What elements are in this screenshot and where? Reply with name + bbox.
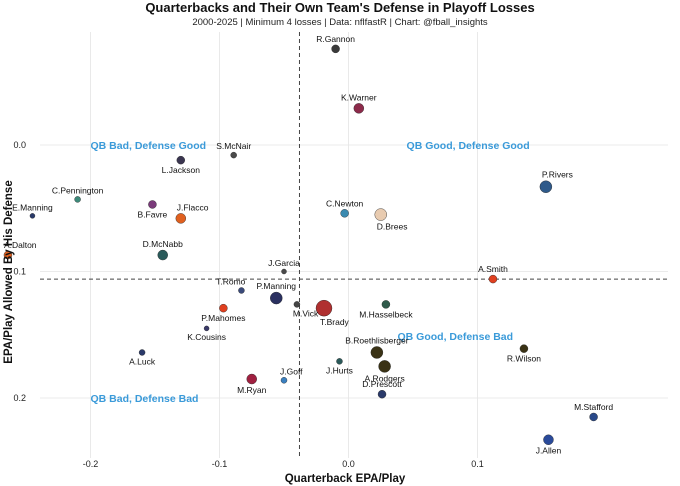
qb-point xyxy=(219,303,228,313)
point-labels: R.Gannon K.Warner S.McNair L.Jackson P.River… xyxy=(4,34,613,456)
qb-label: A.Smith xyxy=(478,264,508,274)
qb-point xyxy=(246,373,257,385)
qb-label: C.Pennington xyxy=(52,185,104,195)
qb-label: K.Cousins xyxy=(187,332,226,342)
qb-point xyxy=(270,291,283,305)
qb-point xyxy=(353,103,365,114)
qb-label: M.Vick xyxy=(293,308,319,318)
data-points xyxy=(3,44,598,445)
qb-label: S.McNair xyxy=(216,141,251,151)
qb-label: M.Hasselbeck xyxy=(359,309,413,319)
qb-label: A.Dalton xyxy=(4,240,37,250)
qb-point xyxy=(377,390,387,399)
y-axis-title: EPA/Play Allowed By His Defense xyxy=(3,180,15,363)
qb-label: J.Goff xyxy=(280,366,303,376)
qb-label: R.Wilson xyxy=(507,354,541,364)
qb-point xyxy=(238,287,245,294)
chart-subtitle: 2000-2025 | Minimum 4 losses | Data: nfl… xyxy=(192,17,488,28)
qb-label: D.McNabb xyxy=(143,239,183,249)
qb-point xyxy=(293,301,301,308)
reference-lines xyxy=(40,32,668,458)
quadrant-label: QB Bad, Defense Bad xyxy=(91,393,199,405)
qb-point xyxy=(148,200,157,209)
qb-label: A.Rodgers xyxy=(365,373,405,383)
qb-point xyxy=(176,155,186,165)
qb-point xyxy=(381,300,391,309)
qb-point xyxy=(74,196,81,203)
qb-label: D.Brees xyxy=(377,222,408,232)
qb-point xyxy=(589,412,598,422)
qb-point xyxy=(230,151,237,159)
qb-label: C.Newton xyxy=(326,198,364,208)
qb-point xyxy=(488,274,498,284)
qb-point xyxy=(543,434,554,445)
qb-label: M.Stafford xyxy=(574,402,613,412)
qb-point xyxy=(519,344,529,353)
qb-label: L.Jackson xyxy=(162,165,201,175)
qb-point xyxy=(3,250,13,260)
quadrant-label: QB Bad, Defense Good xyxy=(91,140,207,152)
qb-label: J.Flacco xyxy=(177,202,209,212)
x-tick-label: -0.1 xyxy=(212,459,228,469)
qb-point xyxy=(175,213,187,224)
qb-label: P.Manning xyxy=(256,281,296,291)
y-tick-label: 0.0 xyxy=(13,140,26,150)
x-tick-label: 0.1 xyxy=(471,459,484,469)
qb-label: P.Mahomes xyxy=(201,313,245,323)
qb-point xyxy=(370,346,384,359)
chart-title: Quarterbacks and Their Own Team's Defens… xyxy=(145,0,534,15)
y-tick-label: 0.1 xyxy=(13,267,26,277)
qb-label: J.Hurts xyxy=(326,365,353,375)
qb-point xyxy=(203,325,210,332)
axis-ticks: -0.2 -0.1 0.0 0.1 0.0 0.1 0.2 xyxy=(13,140,483,469)
x-tick-label: 0.0 xyxy=(342,459,355,469)
y-tick-label: 0.2 xyxy=(13,393,26,403)
qb-label: K.Warner xyxy=(341,92,377,102)
qb-point xyxy=(280,377,288,384)
qb-label: P.Rivers xyxy=(542,170,573,180)
qb-label: R.Gannon xyxy=(316,34,355,44)
qb-point xyxy=(157,249,168,261)
qb-point xyxy=(331,44,340,54)
qb-label: J.Garcia xyxy=(268,258,300,268)
qb-label: B.Favre xyxy=(138,209,168,219)
qb-point xyxy=(138,349,146,356)
qb-label: T.Brady xyxy=(320,317,350,327)
x-axis-title: Quarterback EPA/Play xyxy=(285,473,406,485)
grid-lines xyxy=(40,32,668,458)
qb-label: E.Manning xyxy=(12,202,53,212)
qb-point xyxy=(378,360,391,373)
qb-label: M.Ryan xyxy=(237,385,267,395)
qb-label: A.Luck xyxy=(129,356,156,366)
qb-point xyxy=(539,180,553,193)
quadrant-label: QB Good, Defense Bad xyxy=(398,331,514,343)
qb-point xyxy=(336,358,343,365)
qb-point xyxy=(374,208,387,221)
qb-point xyxy=(340,209,349,218)
qb-label: J.Allen xyxy=(536,446,562,456)
qb-point xyxy=(29,213,36,219)
qb-point xyxy=(281,268,287,275)
qb-label: D.Prescott xyxy=(362,379,402,389)
qb-point xyxy=(315,299,333,317)
quadrant-labels: QB Bad, Defense Good QB Good, Defense Goo… xyxy=(91,140,530,405)
qb-label: B.Roethlisberger xyxy=(345,335,408,345)
qb-label: T.Romo xyxy=(216,276,246,286)
x-tick-label: -0.2 xyxy=(83,459,99,469)
quadrant-label: QB Good, Defense Good xyxy=(407,140,530,152)
